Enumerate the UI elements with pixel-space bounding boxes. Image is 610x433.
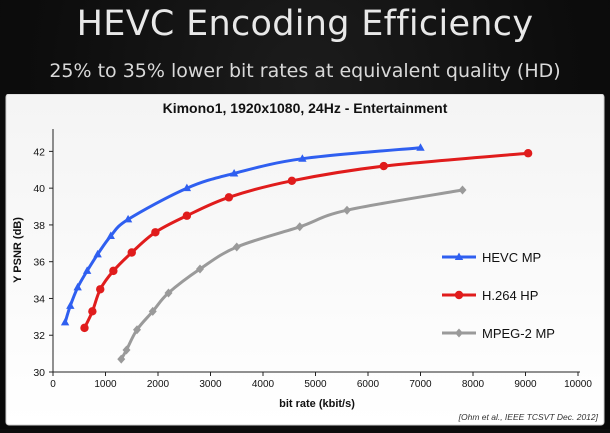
data-point-hevc-mp <box>93 249 102 258</box>
legend-label-mpeg-2-mp: MPEG-2 MP <box>482 326 555 341</box>
data-point-h-264-hp <box>80 323 89 333</box>
series-mpeg-2-mp <box>117 185 467 364</box>
data-point-hevc-mp <box>229 168 239 177</box>
slide-title: HEVC Encoding Efficiency <box>76 4 534 44</box>
data-point-h-264-hp <box>224 193 234 202</box>
source-note: [Ohm et al., IEEE TCSVT Dec. 2012] <box>458 412 599 422</box>
y-tick-label: 40 <box>33 183 45 195</box>
x-tick-label: 4000 <box>252 379 275 390</box>
data-point-mpeg-2-mp <box>232 242 241 252</box>
data-point-hevc-mp <box>298 154 307 162</box>
x-tick-label: 7000 <box>409 379 432 390</box>
data-point-h-264-hp <box>151 228 160 237</box>
series-layer <box>60 143 533 364</box>
legend-marker-hevc-mp <box>454 252 464 260</box>
data-point-mpeg-2-mp <box>164 288 173 298</box>
chart-frame: Kimono1, 1920x1080, 24Hz - Entertainment… <box>0 93 610 429</box>
y-tick-label: 38 <box>33 220 45 232</box>
data-point-h-264-hp <box>287 176 297 185</box>
series-line-mpeg-2-mp <box>119 188 464 361</box>
y-axis-label: Y PSNR (dB) <box>12 217 24 283</box>
data-point-mpeg-2-mp <box>148 306 157 316</box>
chart-panel <box>5 93 605 426</box>
data-point-hevc-mp <box>82 266 92 274</box>
data-point-hevc-mp <box>416 143 425 151</box>
x-tick-label: 0 <box>50 379 56 390</box>
slide-subtitle: 25% to 35% lower bit rates at equivalent… <box>49 60 561 82</box>
data-point-h-264-hp <box>96 285 105 294</box>
legend-label-hevc-mp: HEVC MP <box>482 250 541 265</box>
data-point-mpeg-2-mp <box>133 325 141 335</box>
y-tick-label: 32 <box>33 330 45 342</box>
data-point-mpeg-2-mp <box>117 354 126 364</box>
series-h-264-hp <box>80 149 533 333</box>
x-tick-label: 10000 <box>564 379 592 390</box>
data-point-hevc-mp <box>106 231 115 239</box>
data-point-mpeg-2-mp <box>458 185 467 195</box>
x-tick-label: 3000 <box>199 379 222 390</box>
x-tick-label: 1000 <box>94 379 117 390</box>
x-tick-label: 6000 <box>357 379 380 390</box>
data-point-hevc-mp <box>123 214 133 223</box>
data-point-h-264-hp <box>109 266 118 276</box>
y-tick-label: 36 <box>33 257 45 269</box>
data-point-h-264-hp <box>127 248 136 257</box>
data-point-hevc-mp <box>73 282 82 291</box>
data-point-mpeg-2-mp <box>122 345 131 355</box>
x-tick-label: 2000 <box>147 379 170 390</box>
y-tick-label: 42 <box>33 146 45 158</box>
chart-title: Kimono1, 1920x1080, 24Hz - Entertainment <box>163 100 448 116</box>
x-tick-label: 8000 <box>462 379 485 390</box>
data-point-h-264-hp <box>379 161 388 171</box>
legend-marker-h-264-hp <box>454 290 464 300</box>
x-tick-label: 5000 <box>304 379 327 390</box>
data-point-mpeg-2-mp <box>295 222 304 232</box>
data-point-mpeg-2-mp <box>196 264 204 274</box>
series-line-hevc-mp <box>63 146 422 324</box>
x-axis-label: bit rate (kbit/s) <box>279 398 355 410</box>
legend-label-h-264-hp: H.264 HP <box>482 288 538 303</box>
psnr-chart: Kimono1, 1920x1080, 24Hz - Entertainment… <box>5 93 605 426</box>
chart-legend: HEVC MP H.264 HP MPEG-2 MP <box>442 250 555 341</box>
data-point-hevc-mp <box>182 183 192 192</box>
x-tick-label: 9000 <box>514 379 537 390</box>
chart-axes: 30 32 34 36 38 40 42 0 1000 2000 3000 4000 5000 6000 7… <box>33 129 592 390</box>
data-point-h-264-hp <box>182 211 192 220</box>
data-point-h-264-hp <box>88 307 97 316</box>
series-hevc-mp <box>60 143 425 326</box>
legend-marker-mpeg-2-mp <box>455 328 463 338</box>
y-tick-label: 30 <box>33 367 45 379</box>
data-point-h-264-hp <box>523 149 533 158</box>
data-point-mpeg-2-mp <box>343 205 351 215</box>
data-point-hevc-mp <box>66 301 75 309</box>
y-tick-label: 34 <box>33 293 45 305</box>
data-point-hevc-mp <box>60 317 70 326</box>
